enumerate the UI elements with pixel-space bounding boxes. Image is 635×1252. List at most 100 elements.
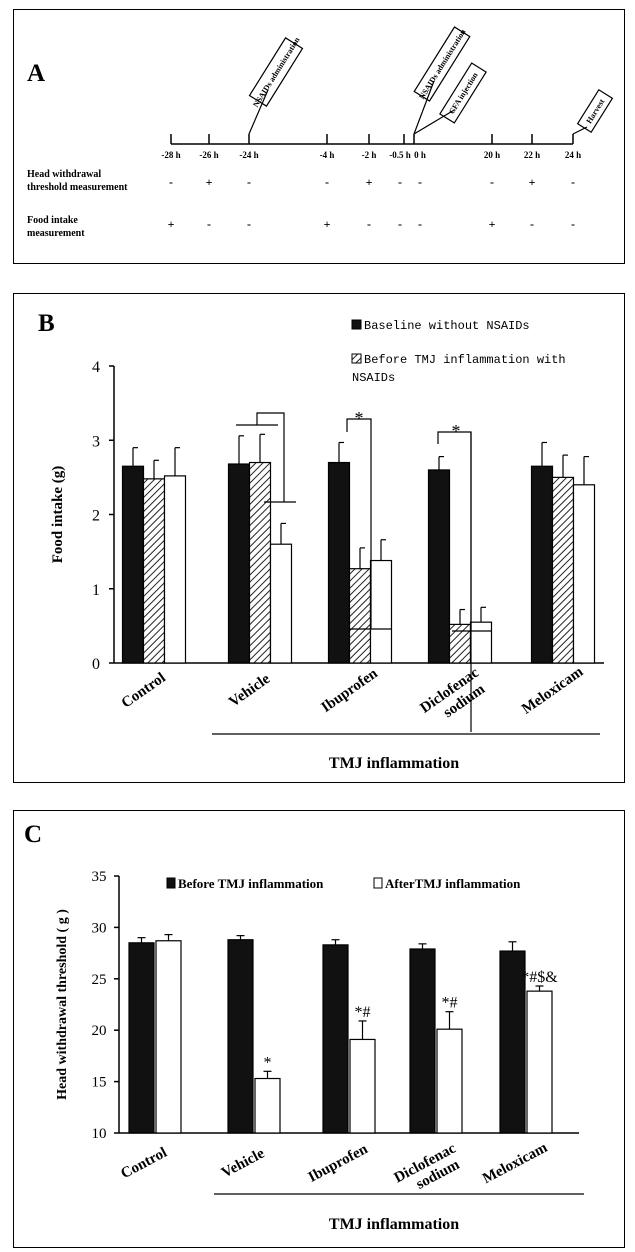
callout-pointer xyxy=(413,80,435,135)
bar xyxy=(499,950,526,1134)
timeline-label: -24 h xyxy=(239,150,258,160)
legend-swatch xyxy=(373,877,383,889)
bar xyxy=(369,559,393,664)
x-tick-label: Meloxicam xyxy=(519,664,587,718)
timeline-label: -4 h xyxy=(320,150,335,160)
row-mark: + xyxy=(529,175,536,189)
bar xyxy=(163,475,187,664)
y-tick-label: 2 xyxy=(92,508,100,525)
legend-swatch xyxy=(166,877,176,889)
significance-star: * xyxy=(452,421,461,441)
x-tick-label: Ibuprofen xyxy=(306,1141,371,1186)
timeline-label: -26 h xyxy=(199,150,218,160)
row-mark: - xyxy=(398,175,402,189)
panel-b-label: B xyxy=(38,310,55,337)
y-tick-label: 0 xyxy=(92,656,100,673)
x-tick-label: Vehicle xyxy=(226,671,273,711)
panel-c-label: C xyxy=(24,821,43,848)
row-mark: + xyxy=(206,175,213,189)
bar xyxy=(227,939,254,1134)
bar xyxy=(530,465,554,664)
group-label: TMJ inflammation xyxy=(329,1216,459,1233)
x-tick-label-line: Vehicle xyxy=(219,1145,268,1181)
timeline-label: 0 h xyxy=(414,150,426,160)
row-mark: + xyxy=(168,217,175,231)
timeline-label: 22 h xyxy=(524,150,540,160)
bar xyxy=(348,568,372,664)
callout: Harvest xyxy=(576,88,614,134)
bar xyxy=(349,1038,376,1134)
row-mark: - xyxy=(367,217,371,231)
panel-c: C 10 15 20 25 30 35 Head withdrawal threshold … xyxy=(13,810,625,1248)
callout-pointer xyxy=(572,126,588,135)
y-tick-label: 35 xyxy=(92,869,107,885)
y-tick-label: 20 xyxy=(92,1023,107,1039)
row-mark: + xyxy=(324,217,331,231)
y-tick-label: 4 xyxy=(92,359,100,376)
callout: NSAIDs administration xyxy=(248,35,304,109)
group-label: TMJ inflammation xyxy=(329,755,459,772)
bar xyxy=(409,948,436,1134)
timeline-label: -2 h xyxy=(362,150,377,160)
y-tick-label: 15 xyxy=(92,1075,107,1091)
row-mark: - xyxy=(207,217,211,231)
timeline-label: 20 h xyxy=(484,150,500,160)
row-mark: + xyxy=(489,217,496,231)
panel-a-label: A xyxy=(27,60,46,87)
row-mark: + xyxy=(366,175,373,189)
significance-mark: *# xyxy=(442,995,458,1012)
x-tick-label-line: Meloxicam xyxy=(519,664,587,718)
row-mark: - xyxy=(169,175,173,189)
x-tick-label-line: Ibuprofen xyxy=(319,665,382,716)
x-tick-label: Meloxicam xyxy=(480,1140,550,1188)
bar xyxy=(142,478,166,664)
bar xyxy=(551,476,575,664)
y-tick-label: 1 xyxy=(92,582,100,599)
row-mark: - xyxy=(398,217,402,231)
bar xyxy=(227,463,251,664)
panel-b: B 0 1 2 3 4 Food intake (g) Control Vehicle Ibup… xyxy=(13,293,625,783)
bar xyxy=(469,621,493,664)
legend-label: AfterTMJ inflammation xyxy=(385,876,521,891)
callout-pointer xyxy=(413,108,456,135)
x-tick-label-line: Vehicle xyxy=(226,671,273,711)
y-axis-label: Head withdrawal threshold ( g ) xyxy=(55,909,70,1100)
bracket xyxy=(256,412,296,503)
y-tick-label: 30 xyxy=(92,920,107,936)
legend-swatch xyxy=(351,353,362,364)
row-mark: - xyxy=(325,175,329,189)
callout-pointer xyxy=(248,89,269,135)
x-tick-label-line: Control xyxy=(118,1145,169,1182)
bar xyxy=(128,942,155,1134)
row-mark: - xyxy=(418,217,422,231)
legend-label: Before TMJ inflammation xyxy=(178,876,324,891)
bracket xyxy=(346,418,392,630)
y-axis-label: Food intake (g) xyxy=(50,466,66,564)
legend-label: Before TMJ inflammation with xyxy=(364,353,566,367)
y-tick-label: 25 xyxy=(92,972,107,988)
bar xyxy=(155,940,182,1134)
significance-star: * xyxy=(355,408,364,428)
food-intake-chart: 0 1 2 3 4 Food intake (g) Control Vehicle Ibupro… xyxy=(50,294,604,772)
row-mark: - xyxy=(490,175,494,189)
callout-box xyxy=(248,37,304,107)
significance-star: * xyxy=(265,294,274,298)
bar xyxy=(327,461,351,664)
y-tick-label: 3 xyxy=(92,433,100,450)
significance-mark: * xyxy=(264,1054,272,1071)
x-tick-label-line: Meloxicam xyxy=(480,1140,550,1188)
timeline-label: -0.5 h xyxy=(389,150,411,160)
bar xyxy=(121,465,145,664)
bar xyxy=(572,484,596,664)
significance-mark: *#$& xyxy=(521,969,558,986)
row-mark: - xyxy=(571,175,575,189)
bar xyxy=(526,990,553,1134)
row-label: Head withdrawal xyxy=(27,169,101,180)
bar xyxy=(254,1077,281,1134)
row-label: Food intake xyxy=(27,215,78,226)
x-tick-label: Vehicle xyxy=(219,1145,268,1181)
bar xyxy=(269,543,293,664)
